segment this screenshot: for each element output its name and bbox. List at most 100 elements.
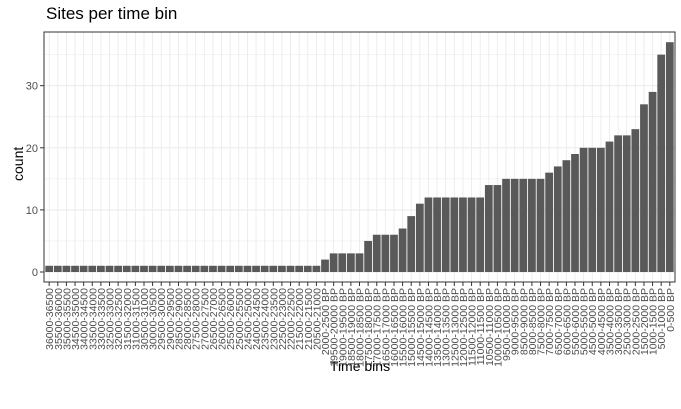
bar-63 (588, 147, 597, 272)
bar-6 (97, 265, 105, 272)
bar-48 (459, 197, 467, 272)
bar-33 (329, 253, 338, 272)
x-tick-label: 15000-15500 BP (406, 288, 418, 367)
x-tick-label: 35500-36000 (53, 288, 65, 350)
x-tick-label: 36000-36500 (44, 288, 56, 350)
x-tick-label: 8000-8500 BP (527, 288, 539, 355)
bar-13 (157, 265, 166, 272)
x-tick-label: 12500-13000 BP (449, 288, 461, 367)
x-tick-label: 27500-28000 (191, 288, 203, 350)
bar-17 (191, 265, 200, 272)
bar-49 (467, 197, 476, 272)
x-tick-label: 500-1000 BP (656, 288, 668, 349)
x-tick-label: 12000-12500 BP (458, 288, 470, 367)
x-tick-label: 23500-24000 (260, 288, 272, 350)
bar-15 (174, 265, 183, 272)
x-tick-label: 11500-12000 BP (467, 288, 479, 366)
bar-44 (424, 197, 433, 272)
bar-57 (536, 178, 545, 272)
x-tick-label: 22000-22500 (286, 288, 298, 350)
x-tick-label: 21500-22000 (294, 288, 306, 350)
bar-19 (209, 265, 217, 272)
bar-46 (441, 197, 450, 272)
x-tick-label: 18500-19000 BP (346, 288, 358, 367)
x-tick-label: 4000-4500 BP (596, 288, 608, 355)
x-tick-label: 13000-13500 BP (441, 288, 453, 367)
x-tick-label: 1000-1500 BP (648, 288, 660, 355)
bar-25 (260, 265, 269, 272)
bar-35 (347, 253, 355, 272)
x-tick-label: 10500-11000 BP (484, 288, 496, 366)
x-tick-label: 15500-16000 BP (398, 288, 410, 367)
y-tick-label: 20 (26, 143, 38, 155)
bar-20 (217, 265, 226, 272)
x-tick-label: 7500-8000 BP (536, 288, 548, 355)
bar-1 (53, 265, 62, 272)
bar-52 (493, 185, 502, 272)
x-tick-label: 32500-33000 (105, 288, 117, 350)
bar-61 (571, 154, 579, 272)
x-tick-label: 31000-31500 (130, 288, 142, 350)
x-tick-label: 20500-21000 (311, 288, 323, 350)
x-tick-label: 35000-35500 (61, 288, 73, 350)
x-tick-label: 6000-6500 BP (561, 288, 573, 355)
x-tick-label: 2500-3000 BP (622, 288, 634, 355)
bar-72 (665, 42, 674, 272)
bar-36 (355, 253, 364, 272)
bar-30 (303, 265, 312, 272)
y-tick-label: 0 (32, 267, 38, 279)
bar-55 (519, 178, 528, 272)
bar-56 (528, 178, 536, 272)
bar-3 (71, 265, 79, 272)
bar-37 (364, 240, 372, 272)
x-tick-label: 23000-23500 (268, 288, 280, 350)
x-tick-label: 2000-2500 BP (630, 288, 642, 355)
bar-54 (510, 178, 519, 272)
x-tick-label: 17500-18000 BP (363, 288, 375, 367)
x-tick-label: 26500-27000 (208, 288, 220, 350)
bar-39 (381, 234, 390, 272)
bar-11 (140, 265, 148, 272)
x-tick-label: 34500-35000 (70, 288, 82, 350)
bar-47 (450, 197, 459, 272)
x-tick-label: 28000-28500 (182, 288, 194, 350)
bar-58 (545, 172, 554, 272)
bar-22 (234, 265, 243, 272)
x-tick-label: 1500-2000 BP (639, 288, 651, 355)
x-tick-label: 14500-15000 BP (415, 288, 427, 367)
bar-42 (407, 216, 416, 272)
bar-43 (415, 203, 424, 272)
bar-16 (183, 265, 191, 272)
x-tick-label: 33500-34000 (87, 288, 99, 350)
x-tick-label: 5500-6000 BP (570, 288, 582, 355)
x-tick-label: 31500-32000 (122, 288, 134, 350)
x-tick-label: 11000-11500 BP (475, 288, 487, 365)
x-tick-label: 0-500 BP (665, 288, 677, 332)
x-tick-label: 22500-23000 (277, 288, 289, 350)
x-tick-label: 13500-14000 BP (432, 288, 444, 367)
bar-31 (312, 265, 321, 272)
bar-14 (165, 265, 174, 272)
bar-18 (200, 265, 209, 272)
bar-28 (286, 265, 295, 272)
x-tick-label: 19500-20000 BP (329, 288, 341, 367)
bars (45, 42, 674, 273)
x-tick-label: 3500-4000 BP (604, 288, 616, 355)
x-tick-label: 29000-29500 (165, 288, 177, 350)
x-tick-label: 28500-29000 (173, 288, 185, 350)
x-tick-label: 16500-17000 BP (380, 288, 392, 367)
x-tick-label: 8500-9000 BP (518, 288, 530, 355)
y-axis: 0 10 20 30 (26, 81, 44, 279)
bar-69 (640, 104, 648, 272)
bar-60 (562, 160, 571, 272)
bar-68 (631, 129, 640, 272)
y-tick-label: 10 (26, 205, 38, 217)
x-tick-label: 21000-21500 (303, 288, 315, 350)
bar-9 (122, 265, 131, 272)
x-tick-label: 14000-14500 BP (423, 288, 435, 367)
bar-24 (252, 265, 260, 272)
bar-32 (321, 259, 329, 272)
x-tick-label: 4500-5000 BP (587, 288, 599, 355)
x-tick-label: 10000-10500 BP (492, 288, 504, 367)
